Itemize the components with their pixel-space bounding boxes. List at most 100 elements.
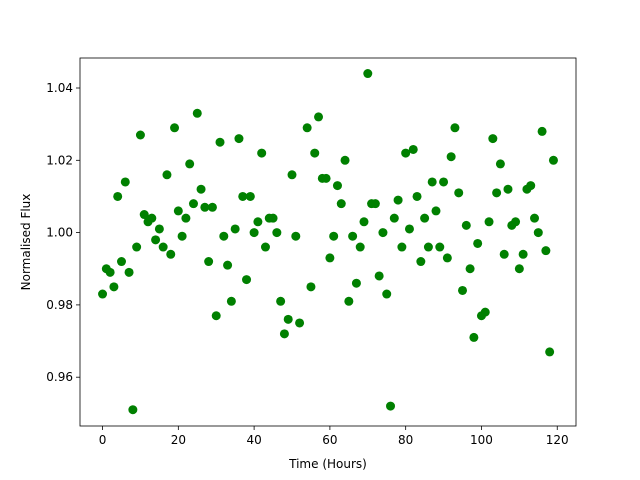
data-point: [226, 296, 236, 306]
data-point: [344, 296, 354, 306]
y-tick-label: 1.04: [46, 81, 73, 95]
data-point: [215, 137, 225, 147]
data-point: [450, 123, 460, 133]
data-point: [473, 238, 483, 248]
data-point: [511, 217, 521, 227]
data-point: [166, 249, 176, 259]
data-point: [442, 253, 452, 263]
data-point: [351, 278, 361, 288]
data-point: [408, 144, 418, 154]
data-point: [204, 257, 214, 267]
data-point: [503, 184, 513, 194]
data-point: [321, 173, 331, 183]
data-point: [230, 224, 240, 234]
data-point: [404, 224, 414, 234]
data-point: [378, 228, 388, 238]
data-point: [389, 213, 399, 223]
data-point: [158, 242, 168, 252]
x-axis-label: Time (Hours): [288, 457, 367, 471]
data-point: [325, 253, 335, 263]
data-point: [545, 347, 555, 357]
data-point: [135, 130, 145, 140]
data-point: [147, 213, 157, 223]
data-point: [253, 217, 263, 227]
data-point: [98, 289, 108, 299]
data-point: [348, 231, 358, 241]
data-point: [211, 311, 221, 321]
x-tick-label: 80: [398, 433, 413, 447]
data-point: [458, 285, 468, 295]
data-point: [260, 242, 270, 252]
data-point: [192, 108, 202, 118]
data-point: [177, 231, 187, 241]
y-tick-label: 1.00: [46, 226, 73, 240]
data-point: [541, 246, 551, 256]
x-tick-label: 20: [171, 433, 186, 447]
data-point: [359, 217, 369, 227]
data-point: [439, 177, 449, 187]
data-point: [492, 188, 502, 198]
data-point: [530, 213, 540, 223]
data-point: [386, 401, 396, 411]
data-point: [116, 257, 126, 267]
data-point: [113, 191, 123, 201]
data-point: [518, 249, 528, 259]
data-point: [124, 267, 134, 277]
data-point: [423, 242, 433, 252]
data-point: [223, 260, 233, 270]
data-point: [257, 148, 267, 158]
data-point: [276, 296, 286, 306]
data-point: [393, 195, 403, 205]
data-point: [185, 159, 195, 169]
data-point: [446, 152, 456, 162]
data-point: [454, 188, 464, 198]
data-point: [139, 210, 149, 220]
data-point: [488, 134, 498, 144]
x-tick-label: 0: [99, 433, 107, 447]
data-point: [548, 155, 558, 165]
data-point: [465, 264, 475, 274]
data-point: [306, 282, 316, 292]
data-point: [109, 282, 119, 292]
data-point: [469, 332, 479, 342]
data-point: [154, 224, 164, 234]
data-point: [283, 314, 293, 324]
data-point: [188, 199, 198, 209]
data-point: [363, 69, 373, 79]
data-point: [200, 202, 210, 212]
data-point: [242, 275, 252, 285]
plot-frame: [79, 57, 577, 427]
data-point: [132, 242, 142, 252]
data-point: [170, 123, 180, 133]
data-point: [401, 148, 411, 158]
data-point: [526, 181, 536, 191]
data-point: [151, 235, 161, 245]
data-point: [416, 257, 426, 267]
data-point: [514, 264, 524, 274]
data-point: [397, 242, 407, 252]
x-tick-label: 40: [246, 433, 261, 447]
data-point: [196, 184, 206, 194]
data-point: [173, 206, 183, 216]
data-point: [537, 126, 547, 136]
data-point: [162, 170, 172, 180]
data-point: [495, 159, 505, 169]
data-point: [207, 202, 217, 212]
data-point: [370, 199, 380, 209]
data-point: [272, 228, 282, 238]
y-tick-label: 0.96: [46, 370, 73, 384]
data-point: [499, 249, 509, 259]
data-point: [484, 217, 494, 227]
data-point: [310, 148, 320, 158]
data-point: [234, 134, 244, 144]
data-point: [412, 191, 422, 201]
y-tick-label: 1.02: [46, 153, 73, 167]
data-point: [302, 123, 312, 133]
data-point: [268, 213, 278, 223]
data-point: [340, 155, 350, 165]
data-point: [287, 170, 297, 180]
data-point: [533, 228, 543, 238]
data-point: [295, 318, 305, 328]
data-point: [355, 242, 365, 252]
